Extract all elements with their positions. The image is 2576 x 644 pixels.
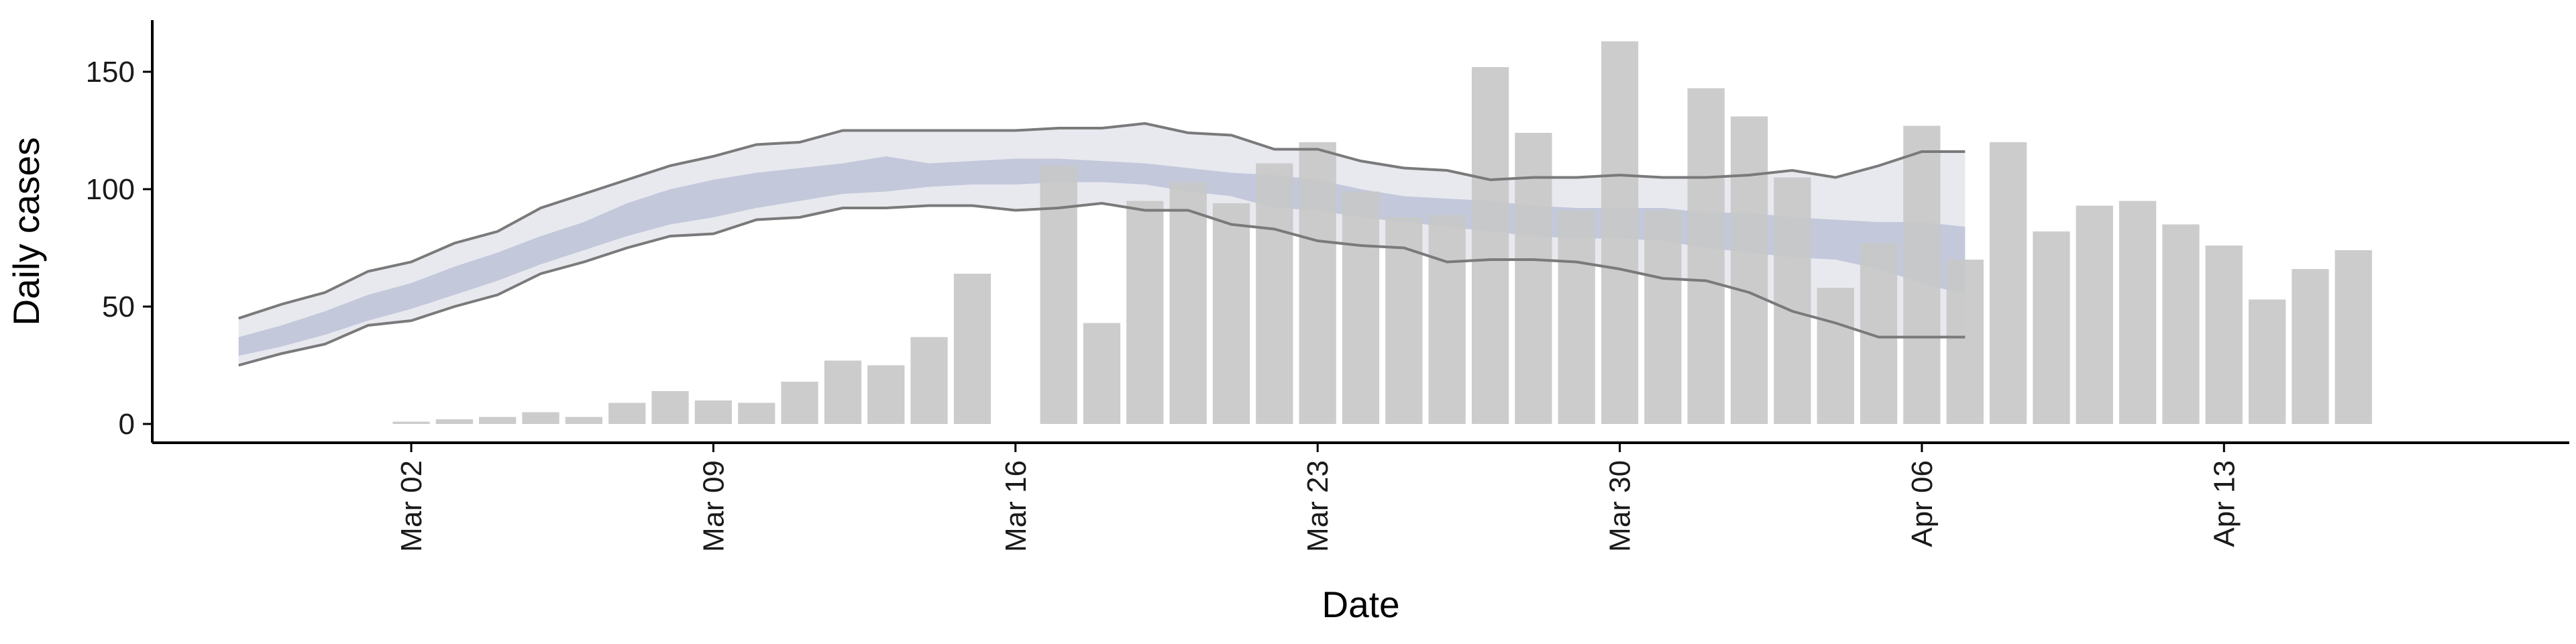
bar (1687, 88, 1725, 424)
bar (651, 391, 689, 424)
bar (2334, 250, 2372, 424)
lower-bound-line (238, 201, 1966, 367)
bar (1774, 177, 1811, 424)
bar (1644, 210, 1682, 424)
y-tick-label: 50 (102, 290, 135, 323)
bar (608, 402, 646, 424)
x-tick-label: Mar 30 (1604, 460, 1637, 552)
bar (1212, 203, 1250, 424)
bar (1428, 215, 1466, 424)
bar (2249, 299, 2286, 424)
bar (1299, 142, 1336, 424)
bar (1989, 142, 2027, 424)
bar (1256, 163, 1293, 424)
bar (1817, 288, 1854, 424)
bar (953, 274, 991, 424)
x-tick-label: Mar 16 (1000, 460, 1032, 552)
bar (2205, 246, 2243, 424)
y-tick-label: 150 (86, 56, 135, 89)
bar (522, 412, 559, 424)
bar (1946, 260, 1984, 424)
bar (2033, 231, 2070, 424)
y-tick-label: 100 (86, 173, 135, 206)
bar (1083, 323, 1121, 424)
bar (738, 402, 775, 424)
bar (781, 382, 818, 424)
x-axis-title: Date (1322, 584, 1399, 625)
axes (151, 20, 2569, 444)
bar (1471, 67, 1509, 424)
forecast-bound-lines (238, 121, 1966, 367)
bar (2162, 224, 2200, 424)
bar (1040, 166, 1077, 424)
bar (435, 419, 473, 424)
bar (1515, 133, 1552, 424)
bar (2118, 201, 2157, 424)
bar (1601, 41, 1639, 424)
x-tick-label: Apr 06 (1906, 460, 1939, 547)
bar (867, 365, 905, 424)
x-axis-ticks: Mar 02 Mar 09 Mar 16 Mar 23 Mar 30 Apr 06 Apr … (395, 443, 2241, 552)
bar (1169, 182, 1207, 424)
y-axis-ticks: 0 50 100 150 (86, 56, 152, 441)
y-tick-label: 0 (119, 408, 135, 441)
x-tick-label: Mar 23 (1301, 460, 1334, 552)
bar (1730, 116, 1768, 424)
bar (1342, 191, 1380, 424)
y-axis-title: Daily cases (5, 137, 47, 325)
upper-bound-line (238, 121, 1966, 320)
bar (392, 421, 430, 424)
bar (1126, 201, 1164, 424)
bar (1903, 125, 1941, 424)
bar (824, 360, 862, 424)
bar (1558, 210, 1595, 424)
bar (2292, 269, 2329, 424)
x-tick-label: Mar 02 (395, 460, 428, 552)
x-tick-label: Apr 13 (2208, 460, 2241, 547)
bar (479, 417, 517, 424)
bar (694, 400, 732, 424)
x-tick-label: Mar 09 (697, 460, 730, 552)
bar (2076, 205, 2113, 424)
bar (910, 337, 948, 424)
bar (565, 417, 602, 424)
bars-layer (392, 41, 2372, 424)
